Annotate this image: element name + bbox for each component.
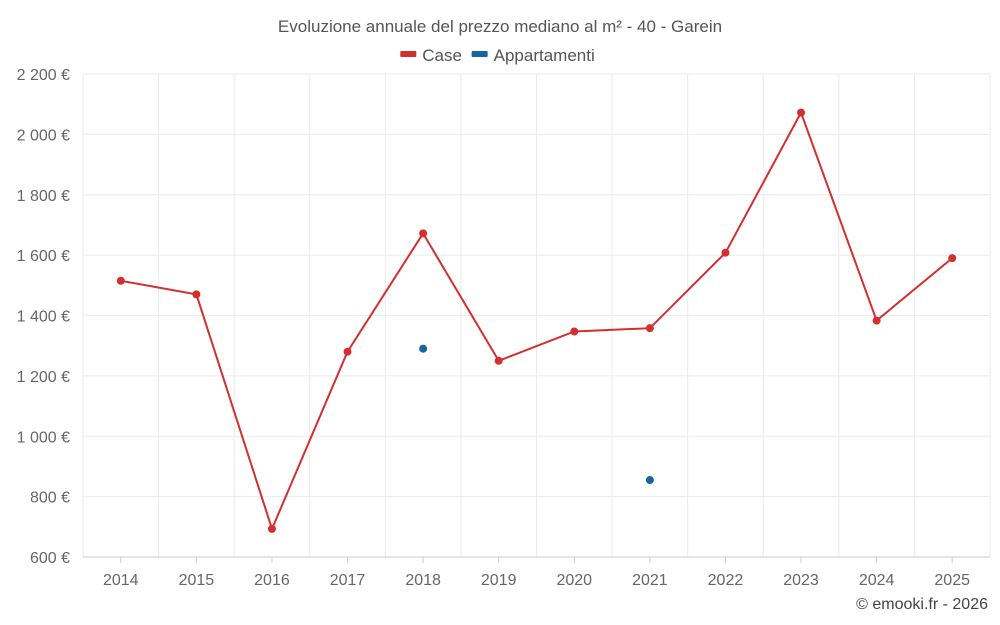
data-point-case[interactable] <box>116 276 125 285</box>
legend-swatch-case <box>400 51 417 57</box>
x-tick-label: 2021 <box>632 572 668 589</box>
data-point-case[interactable] <box>872 316 881 325</box>
data-point-appartamenti[interactable] <box>645 476 654 485</box>
legend-swatch-appartamenti <box>471 51 488 57</box>
y-tick-label: 600 € <box>30 550 70 567</box>
credit-text: © emooki.fr - 2026 <box>856 596 988 613</box>
data-point-case[interactable] <box>645 324 654 333</box>
data-point-appartamenti[interactable] <box>419 344 428 353</box>
series-case <box>116 108 957 533</box>
y-tick-label: 2 000 € <box>17 127 70 144</box>
y-tick-label: 1 600 € <box>17 248 70 265</box>
x-tick-label: 2018 <box>405 572 441 589</box>
x-tick-label: 2017 <box>330 572 366 589</box>
x-tick-label: 2016 <box>254 572 290 589</box>
x-tick-label: 2019 <box>481 572 517 589</box>
x-tick-label: 2025 <box>934 572 970 589</box>
legend[interactable]: Case Appartamenti <box>400 46 595 65</box>
data-point-case[interactable] <box>267 524 276 533</box>
x-tick-label: 2014 <box>103 572 139 589</box>
data-point-case[interactable] <box>419 229 428 238</box>
legend-label-case: Case <box>422 46 462 65</box>
x-tick-label: 2024 <box>859 572 895 589</box>
y-tick-label: 1 800 € <box>17 188 70 205</box>
series-appartamenti <box>419 344 654 485</box>
x-tick-label: 2015 <box>179 572 215 589</box>
x-tick-label: 2020 <box>556 572 592 589</box>
legend-item-case[interactable]: Case <box>400 46 462 65</box>
y-tick-label: 1 200 € <box>17 369 70 386</box>
data-point-case[interactable] <box>343 347 352 356</box>
axes: 600 € 800 € 1 000 € 1 200 € 1 400 € 1 600 € 1 … <box>17 67 990 589</box>
y-tick-label: 1 000 € <box>17 429 70 446</box>
data-point-case[interactable] <box>192 290 201 299</box>
data-point-case[interactable] <box>797 108 806 117</box>
y-tick-label: 1 400 € <box>17 309 70 326</box>
data-point-case[interactable] <box>494 356 503 365</box>
legend-label-appartamenti: Appartamenti <box>494 46 595 65</box>
data-point-case[interactable] <box>570 327 579 336</box>
y-tick-label: 2 200 € <box>17 67 70 84</box>
x-tick-label: 2023 <box>783 572 819 589</box>
data-point-case[interactable] <box>948 254 957 263</box>
legend-item-appartamenti[interactable]: Appartamenti <box>471 46 595 65</box>
x-tick-label: 2022 <box>708 572 744 589</box>
series-layer <box>116 108 957 533</box>
grid <box>82 73 991 557</box>
chart-title: Evoluzione annuale del prezzo mediano al… <box>278 17 722 36</box>
y-tick-label: 800 € <box>30 490 70 507</box>
data-point-case[interactable] <box>721 248 730 257</box>
series-line-case <box>120 110 953 532</box>
